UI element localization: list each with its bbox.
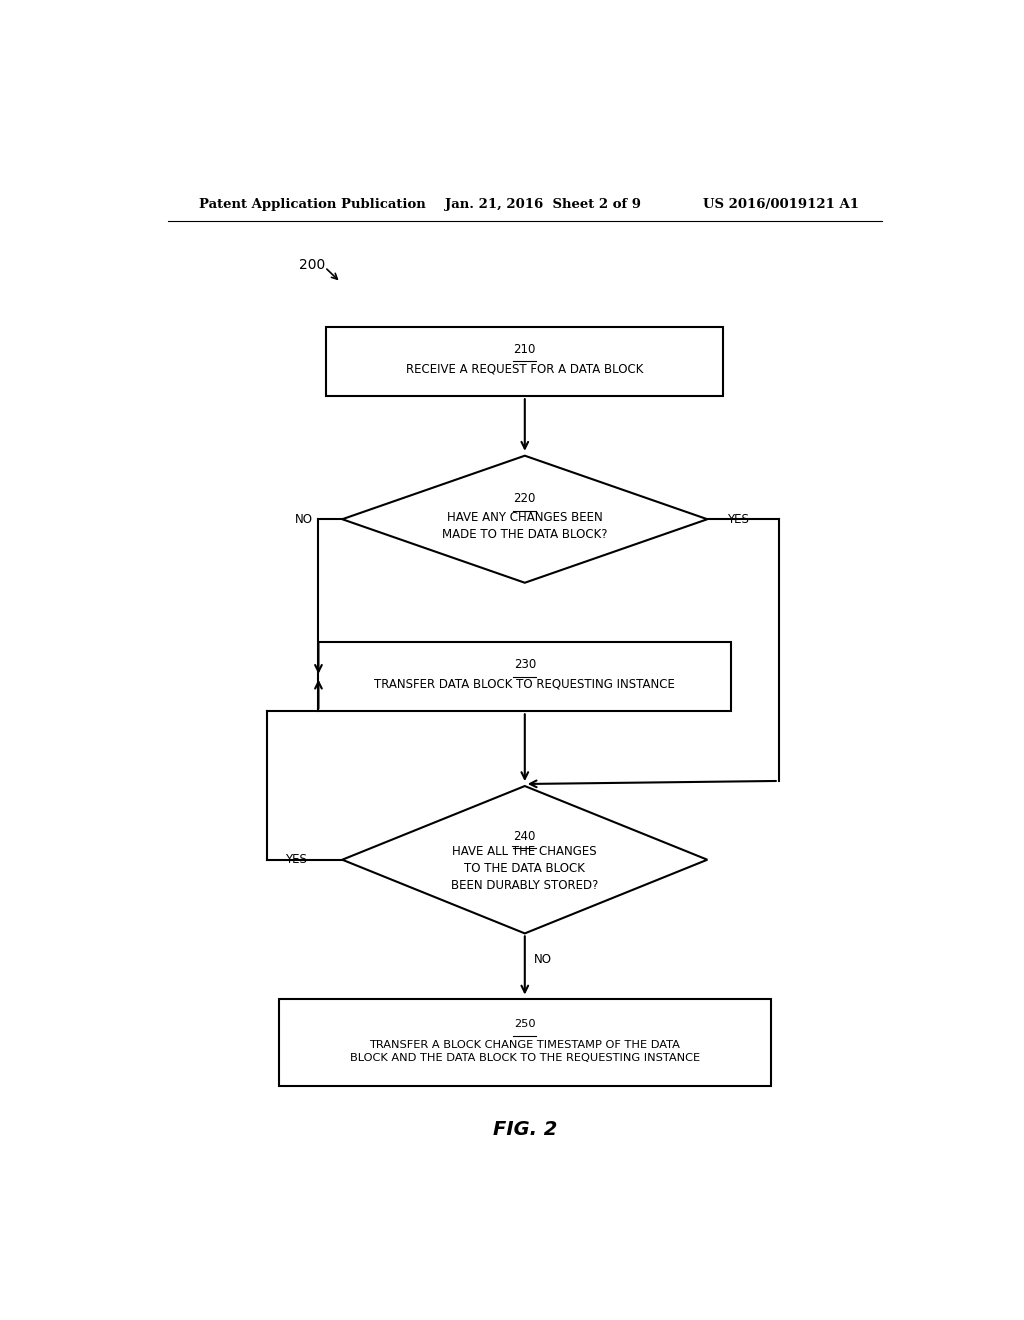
Text: Patent Application Publication: Patent Application Publication <box>200 198 426 211</box>
Bar <box>318 643 731 711</box>
Text: YES: YES <box>286 853 307 866</box>
Text: TRANSFER DATA BLOCK TO REQUESTING INSTANCE: TRANSFER DATA BLOCK TO REQUESTING INSTAN… <box>375 677 675 690</box>
Text: NO: NO <box>295 512 313 525</box>
Text: RECEIVE A REQUEST FOR A DATA BLOCK: RECEIVE A REQUEST FOR A DATA BLOCK <box>407 362 643 375</box>
Text: YES: YES <box>727 512 749 525</box>
Text: 210: 210 <box>514 343 536 355</box>
Text: HAVE ALL THE CHANGES
TO THE DATA BLOCK
BEEN DURABLY STORED?: HAVE ALL THE CHANGES TO THE DATA BLOCK B… <box>452 845 598 892</box>
Text: 200: 200 <box>299 259 325 272</box>
Text: HAVE ANY CHANGES BEEN
MADE TO THE DATA BLOCK?: HAVE ANY CHANGES BEEN MADE TO THE DATA B… <box>442 511 607 541</box>
Text: 230: 230 <box>514 657 536 671</box>
Polygon shape <box>342 785 708 933</box>
Text: FIG. 2: FIG. 2 <box>493 1119 557 1139</box>
Text: US 2016/0019121 A1: US 2016/0019121 A1 <box>703 198 859 211</box>
Text: Jan. 21, 2016  Sheet 2 of 9: Jan. 21, 2016 Sheet 2 of 9 <box>445 198 641 211</box>
Text: TRANSFER A BLOCK CHANGE TIMESTAMP OF THE DATA
BLOCK AND THE DATA BLOCK TO THE RE: TRANSFER A BLOCK CHANGE TIMESTAMP OF THE… <box>350 1040 699 1063</box>
Bar <box>279 999 771 1086</box>
Polygon shape <box>342 455 708 582</box>
Bar <box>327 327 723 396</box>
Text: 240: 240 <box>514 830 536 842</box>
Text: NO: NO <box>535 953 552 966</box>
Text: 220: 220 <box>514 492 536 506</box>
Text: 250: 250 <box>514 1019 536 1028</box>
